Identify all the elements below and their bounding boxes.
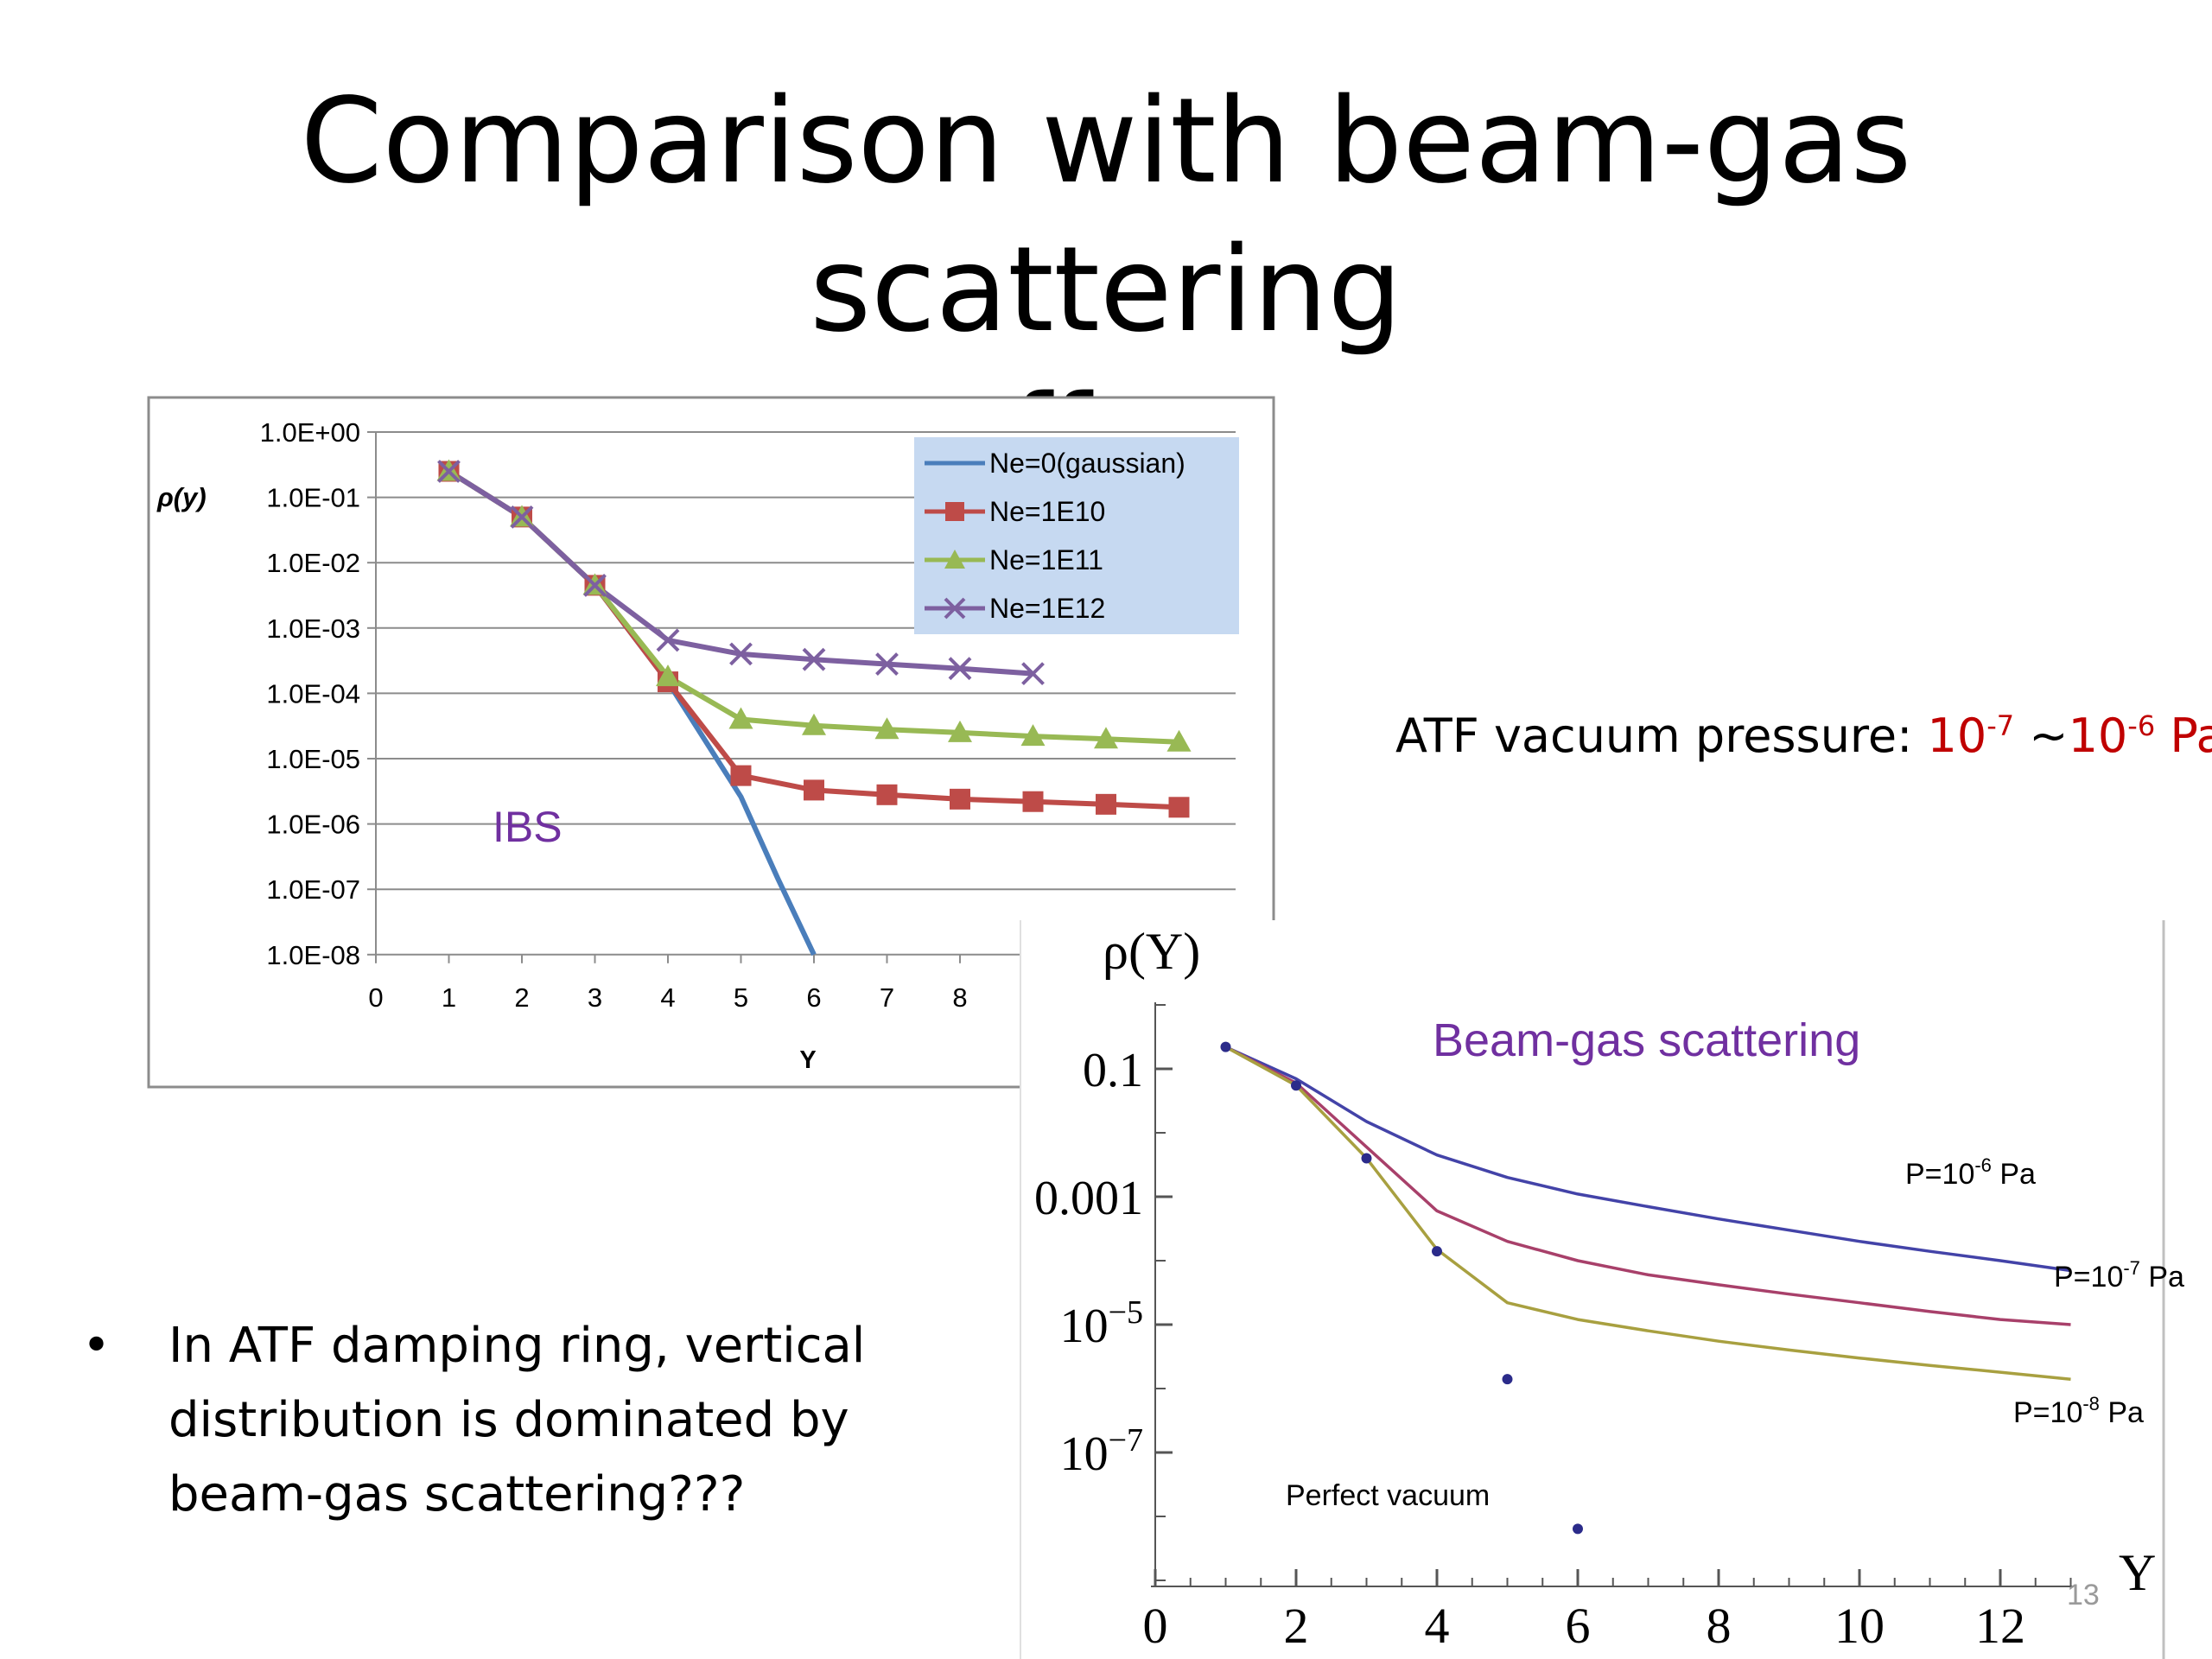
- y-tick-label: 1.0E-04: [266, 678, 360, 709]
- x-tick-label: 8: [1707, 1598, 1732, 1654]
- data-point: [874, 717, 899, 740]
- data-point: [1021, 662, 1045, 686]
- x-tick-label: 0: [1143, 1598, 1168, 1654]
- y-tick-label: 1.0E-08: [266, 940, 360, 970]
- vacuum-point: [1573, 1523, 1583, 1535]
- data-point: [948, 720, 972, 742]
- data-point: [729, 642, 753, 666]
- page-number: 13: [2067, 1579, 2100, 1611]
- y-tick-label: 1.0E-01: [266, 483, 360, 513]
- x-tick-label: 2: [1284, 1598, 1309, 1654]
- beam-gas-chart: ρ(Y) 0.1 0.001 10−5 10−7 0 2 4 6 8 10 12 Y 13 Beam-gas…: [1020, 920, 2212, 1659]
- data-point: [1094, 727, 1118, 749]
- series-label: P=10-8 Pa: [2013, 1393, 2144, 1429]
- data-point: [1168, 797, 1190, 818]
- legend-marker: [944, 550, 965, 569]
- bullet-text: In ATF damping ring, vertical distributi…: [168, 1318, 866, 1522]
- data-point: [583, 574, 607, 597]
- data-point: [802, 647, 826, 671]
- data-point: [875, 652, 899, 677]
- y-tick-label: 10−7: [1060, 1422, 1143, 1481]
- x-tick-label: 4: [1425, 1598, 1450, 1654]
- x-tick-label: 2: [514, 982, 529, 1013]
- slide-title: Comparison with beam-gas scattering effe…: [0, 67, 2212, 513]
- x-axis-title: Y: [2119, 1544, 2156, 1601]
- data-point: [510, 505, 534, 529]
- vacuum-point: [1502, 1374, 1513, 1385]
- vacuum-point: [1432, 1246, 1442, 1257]
- legend-label: Ne=0(gaussian): [989, 448, 1185, 479]
- data-point: [656, 664, 680, 687]
- data-point: [802, 713, 826, 735]
- chart-legend: Ne=0(gaussian) Ne=1E10 Ne=1E11 Ne=1E12: [914, 437, 1239, 634]
- data-point: [950, 788, 970, 810]
- y-tick-label: 1.0E-05: [266, 744, 360, 774]
- ibs-plot: 1.0E+00 1.0E-01 1.0E-02 1.0E-03 1.0E-04 1.0E-…: [156, 417, 1236, 1074]
- x-tick-label: 0: [368, 982, 383, 1013]
- y-axis-title: ρ(Y): [1103, 923, 1200, 980]
- legend-marker: [945, 502, 964, 521]
- x-tick-label: 4: [660, 982, 675, 1013]
- x-tick-label: 8: [952, 982, 967, 1013]
- chart-background: [1020, 920, 2212, 1659]
- x-tick-label: 3: [588, 982, 602, 1013]
- data-point: [1166, 729, 1192, 752]
- series-line-1: [1224, 1046, 2071, 1273]
- legend-marker: [944, 597, 966, 620]
- x-axis-title: Y: [799, 1046, 816, 1074]
- y-tick-label: 1.0E+00: [260, 417, 360, 448]
- data-point: [437, 460, 461, 483]
- y-tick-label: 1.0E-07: [266, 874, 360, 905]
- vacuum-point: [1220, 1041, 1231, 1052]
- series-label: P=10-6 Pa: [1905, 1154, 2036, 1191]
- legend-box: [914, 437, 1239, 634]
- legend-label: Ne=1E11: [989, 544, 1103, 575]
- data-point: [1096, 793, 1116, 815]
- data-point: [728, 707, 753, 729]
- vacuum-point: [1291, 1080, 1301, 1091]
- data-point: [730, 765, 752, 786]
- series-line-2: [1224, 1046, 2071, 1326]
- series-label: Perfect vacuum: [1286, 1479, 1490, 1512]
- x-tick-label: 5: [734, 982, 748, 1013]
- x-tick-label: 6: [1566, 1598, 1591, 1654]
- data-point: [948, 657, 972, 681]
- title-line-1: Comparison with beam-gas scattering: [300, 73, 1912, 359]
- y-tick-label: 0.1: [1083, 1044, 1143, 1097]
- x-tick-label: 12: [1975, 1598, 2025, 1654]
- beam-gas-annotation: Beam-gas scattering: [1433, 1014, 1860, 1066]
- x-tick-label: 10: [1834, 1598, 1885, 1654]
- y-tick-label: 1.0E-03: [266, 613, 360, 644]
- ibs-annotation: IBS: [493, 803, 563, 851]
- vacuum-pressure-text: ATF vacuum pressure: 10-7 ~10-6 Pa: [1395, 709, 2212, 763]
- x-tick-label: 6: [806, 982, 821, 1013]
- x-tick-label: 1: [442, 982, 456, 1013]
- data-point: [1020, 724, 1046, 747]
- bullet-marker: •: [82, 1318, 111, 1374]
- legend-label: Ne=1E12: [989, 593, 1105, 624]
- y-tick-label: 1.0E-06: [266, 810, 360, 840]
- data-point: [1022, 791, 1044, 812]
- series-label: P=10-7 Pa: [2054, 1257, 2184, 1294]
- vacuum-point: [1361, 1153, 1372, 1164]
- x-tick-label: 7: [880, 982, 894, 1013]
- data-point: [656, 628, 680, 652]
- data-point: [876, 784, 898, 805]
- legend-label: Ne=1E10: [989, 496, 1105, 527]
- y-tick-label: 1.0E-02: [266, 548, 360, 578]
- y-axis-title: ρ(y): [156, 482, 207, 512]
- data-point: [804, 779, 824, 801]
- y-tick-label: 0.001: [1034, 1172, 1143, 1225]
- y-tick-label: 10−5: [1060, 1294, 1143, 1353]
